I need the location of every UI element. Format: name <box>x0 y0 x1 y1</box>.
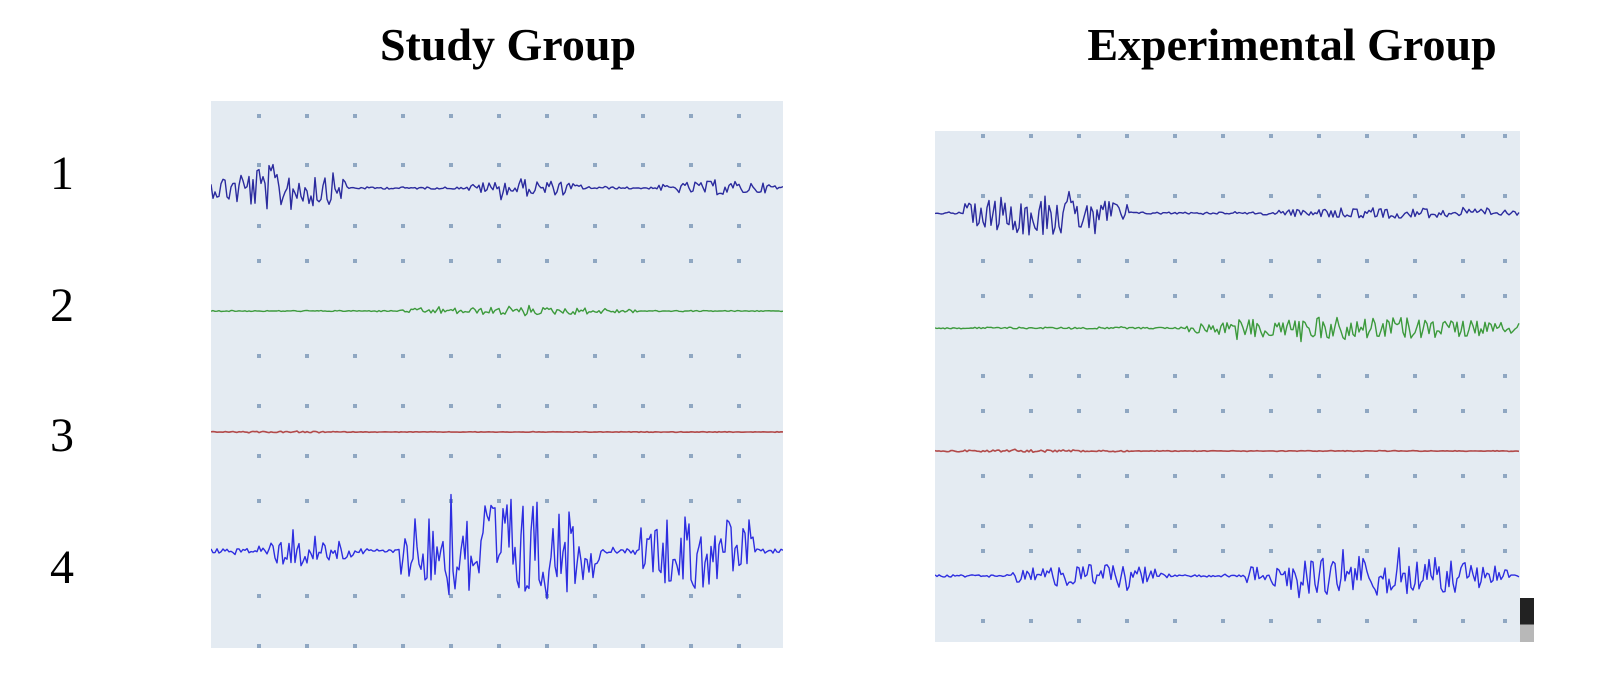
row-label-3: 3 <box>50 409 74 462</box>
grid-dots <box>981 134 1507 623</box>
trace-1 <box>211 163 783 211</box>
experimental-group-svg <box>935 134 1520 623</box>
study-group-svg <box>211 114 783 648</box>
trace-4 <box>211 493 783 600</box>
row-label-4: 4 <box>50 541 74 594</box>
panel-title-experimental: Experimental Group <box>1087 19 1497 70</box>
panel-title-study: Study Group <box>379 19 637 70</box>
experimental-group-plot <box>935 131 1520 642</box>
corner-marker <box>1520 598 1534 642</box>
trace-4 <box>935 547 1520 599</box>
row-label-2: 2 <box>50 279 74 332</box>
trace-3 <box>935 448 1520 454</box>
trace-2 <box>935 316 1520 343</box>
trace-3 <box>211 430 783 434</box>
trace-1 <box>935 190 1520 236</box>
trace-2 <box>211 304 783 317</box>
row-label-1: 1 <box>50 147 74 200</box>
grid-dots <box>257 114 741 648</box>
study-group-plot <box>211 101 783 648</box>
